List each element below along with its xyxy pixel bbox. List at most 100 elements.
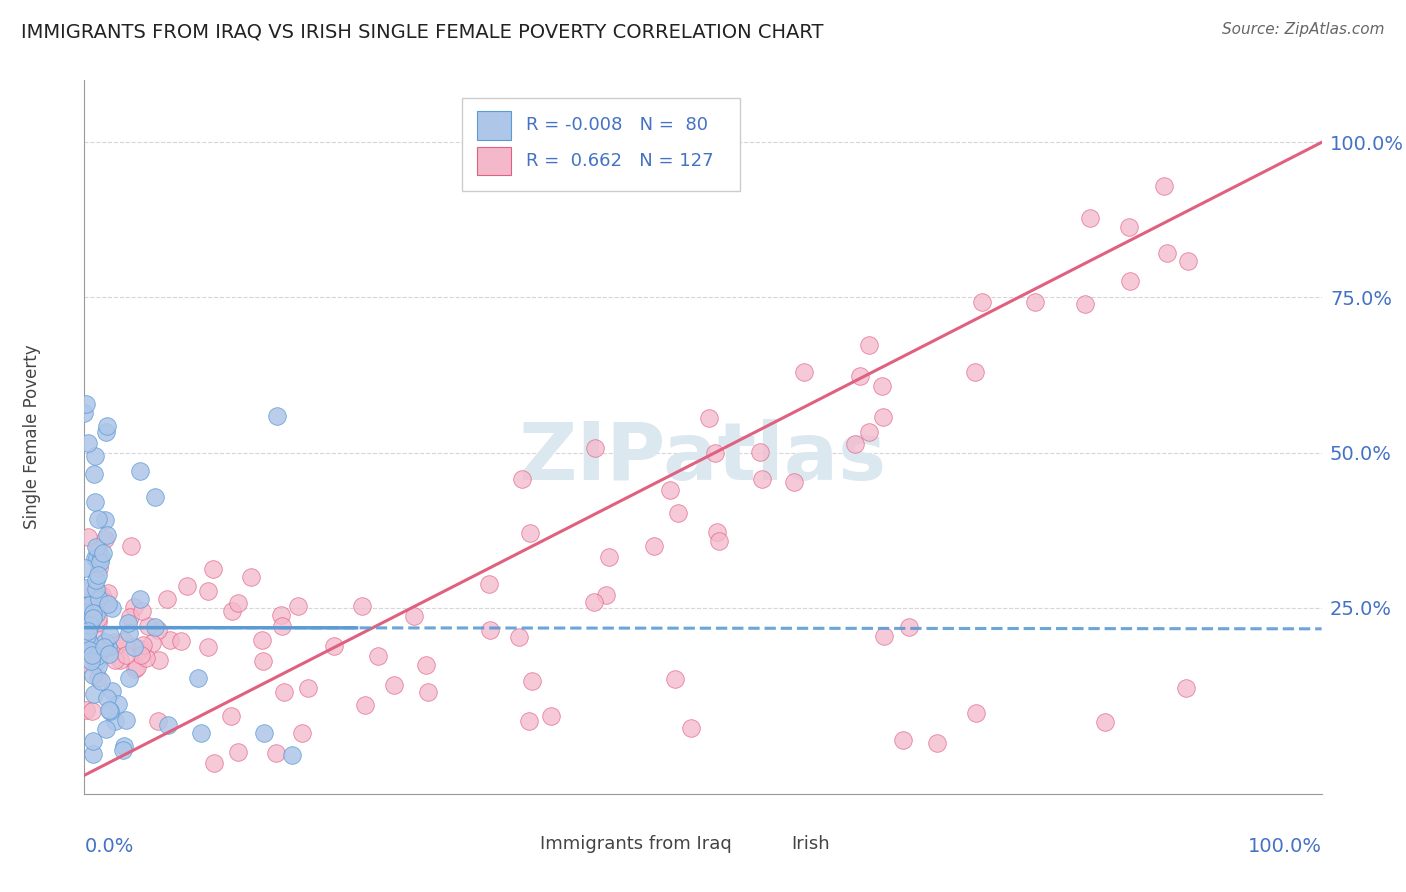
Bar [477, 146, 512, 175]
Point [114, 714, 136, 728]
Point [751, 472, 773, 486]
Point [94, 532, 117, 546]
Point [202, 756, 225, 770]
Point [709, 533, 731, 548]
Point [79, 583, 101, 598]
Point [176, 579, 198, 593]
Text: 0.0%: 0.0% [84, 837, 134, 855]
Point [115, 648, 138, 662]
Point [75, 703, 97, 717]
Point [86, 607, 108, 621]
Point [89, 633, 111, 648]
Point [118, 672, 141, 686]
Point [77, 530, 100, 544]
Point [643, 539, 665, 553]
Point [112, 739, 135, 754]
Point [141, 635, 163, 649]
Point [228, 595, 250, 609]
Point [87, 611, 110, 625]
Point [73, 622, 96, 636]
Point [148, 652, 170, 666]
Point [129, 464, 152, 478]
Text: Single Female Poverty: Single Female Poverty [22, 345, 41, 529]
Point [96, 425, 118, 440]
Point [540, 708, 562, 723]
Point [82, 747, 104, 761]
Point [858, 337, 880, 351]
Point [79, 605, 101, 619]
Point [520, 674, 543, 689]
Point [83, 449, 105, 463]
Point [783, 475, 806, 489]
Point [93, 595, 115, 609]
Point [145, 490, 167, 504]
Point [93, 642, 115, 657]
Point [107, 697, 129, 711]
Point [1177, 253, 1199, 268]
Point [143, 620, 166, 634]
Point [1119, 274, 1142, 288]
Point [280, 747, 302, 762]
Point [122, 640, 145, 655]
Point [197, 640, 219, 655]
Point [129, 642, 152, 657]
Point [93, 640, 115, 654]
Text: IMMIGRANTS FROM IRAQ VS IRISH SINGLE FEMALE POVERTY CORRELATION CHART: IMMIGRANTS FROM IRAQ VS IRISH SINGLE FEM… [21, 22, 824, 41]
Point [598, 550, 620, 565]
Point [96, 636, 118, 650]
Point [404, 609, 426, 624]
Point [83, 495, 105, 509]
Point [273, 685, 295, 699]
Point [291, 726, 314, 740]
Point [264, 746, 287, 760]
Point [104, 653, 127, 667]
Point [97, 640, 120, 654]
Point [124, 662, 146, 676]
Point [83, 467, 105, 482]
Point [89, 555, 111, 569]
Bar [505, 833, 533, 855]
Point [749, 444, 772, 458]
Point [82, 610, 104, 624]
Point [75, 581, 97, 595]
Text: 100.0%: 100.0% [1247, 837, 1322, 855]
Point [120, 610, 142, 624]
Point [848, 369, 870, 384]
Point [108, 653, 131, 667]
Point [157, 718, 180, 732]
Point [382, 677, 405, 691]
Point [159, 633, 181, 648]
Point [112, 634, 135, 648]
Point [202, 561, 225, 575]
Point [927, 735, 949, 749]
Point [91, 546, 114, 560]
Point [664, 672, 686, 686]
Point [659, 483, 682, 498]
Point [83, 687, 105, 701]
Point [73, 628, 96, 642]
Point [96, 691, 118, 706]
Point [221, 604, 243, 618]
Point [240, 570, 263, 584]
Point [86, 648, 108, 663]
Point [136, 619, 159, 633]
Point [297, 681, 319, 695]
Point [100, 705, 122, 719]
Point [699, 411, 721, 425]
Point [90, 673, 112, 688]
Point [681, 721, 703, 735]
Point [87, 567, 110, 582]
Point [706, 525, 728, 540]
Point [87, 615, 110, 629]
Point [323, 639, 346, 653]
Point [872, 409, 894, 424]
Point [270, 607, 292, 622]
Point [76, 588, 98, 602]
Point [508, 630, 530, 644]
Point [86, 550, 108, 565]
Point [87, 591, 110, 606]
Point [1078, 211, 1101, 225]
Point [187, 671, 209, 685]
Point [583, 441, 606, 455]
Point [169, 633, 191, 648]
